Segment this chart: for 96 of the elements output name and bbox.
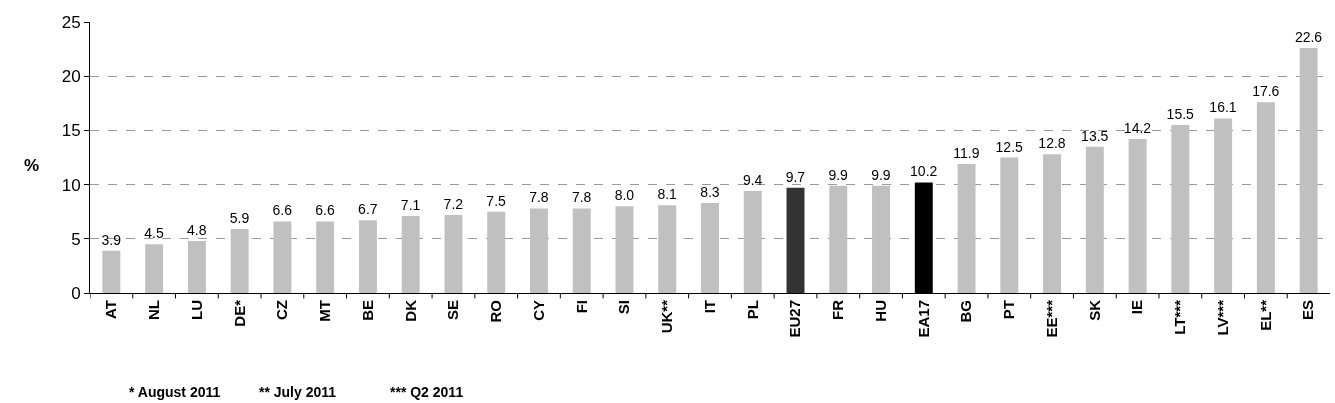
data-label: 13.5 [1081, 127, 1109, 144]
data-label: 6.7 [358, 201, 378, 218]
data-label: 17.6 [1252, 83, 1280, 100]
bar [658, 205, 677, 293]
data-label: 7.2 [443, 195, 464, 212]
bar [187, 240, 206, 293]
text: *** Q2 2011 [390, 384, 464, 400]
bar [786, 187, 805, 293]
data-label: 9.7 [785, 168, 806, 185]
x-tick-label: PL [743, 300, 761, 320]
x-tick-label: RO [487, 299, 505, 323]
bar [487, 211, 506, 293]
y-axis-title: % [24, 156, 40, 175]
data-label: 6.6 [315, 202, 336, 219]
data-label: 16.1 [1209, 99, 1237, 116]
data-label: 22.6 [1294, 29, 1323, 46]
data-label: 11.9 [953, 145, 980, 161]
bar [1299, 48, 1318, 293]
x-tick-label: IE [1128, 300, 1146, 315]
x-tick-label: FI [572, 300, 590, 314]
bar [316, 221, 335, 293]
x-tick-label: MT [316, 300, 334, 322]
x-tick-label: CZ [273, 300, 291, 320]
data-label: 9.9 [828, 166, 849, 183]
x-tick-label: EE*** [1042, 299, 1060, 338]
bar [102, 250, 121, 293]
text: * August 2011 [129, 384, 221, 400]
x-tick-label: AT [102, 300, 120, 319]
y-tick-label: 15 [61, 121, 81, 141]
data-label: 7.8 [571, 189, 592, 206]
data-label: 8.0 [614, 187, 635, 204]
x-tick-label: LT*** [1171, 299, 1189, 335]
bar [701, 203, 719, 293]
data-label: 9.9 [871, 166, 891, 183]
data-label: 14.2 [1123, 120, 1152, 137]
text: ** July 2011 [259, 384, 337, 400]
bar [872, 185, 891, 293]
y-tick-label: 10 [61, 175, 81, 195]
bar [572, 208, 591, 293]
x-tick-label: EL** [1256, 299, 1274, 331]
bar [401, 216, 420, 293]
bar [1085, 146, 1104, 293]
data-label: 4.8 [187, 221, 207, 238]
data-label: 3.9 [101, 231, 122, 248]
y-tick-label: 0 [71, 283, 81, 303]
data-label: 7.1 [400, 197, 421, 214]
bar [1000, 157, 1019, 293]
bar [1171, 124, 1190, 293]
bar [1256, 102, 1275, 293]
x-tick-label: ES [1299, 300, 1317, 321]
bar [1214, 118, 1233, 293]
data-label: 5.9 [229, 210, 250, 227]
bar [615, 206, 634, 293]
bar [358, 220, 377, 293]
bar [1128, 139, 1147, 293]
x-tick-label: SK [1085, 299, 1103, 321]
data-label: 12.8 [1038, 135, 1066, 152]
y-tick-label: 25 [61, 12, 81, 32]
x-tick-label: EA17 [914, 300, 932, 338]
bar [529, 208, 548, 293]
x-tick-label: IT [700, 300, 718, 314]
x-tick-label: BE [358, 300, 376, 321]
x-tick-label: PT [1000, 300, 1018, 320]
bar [444, 214, 463, 293]
x-tick-label: UK** [658, 299, 676, 334]
x-tick-label: NL [145, 300, 163, 320]
data-label: 9.4 [742, 172, 763, 189]
data-label: 7.5 [486, 192, 507, 209]
data-label: 15.5 [1166, 105, 1195, 122]
bar [829, 185, 848, 293]
x-tick-label: BG [957, 300, 975, 323]
data-label: 12.5 [995, 138, 1024, 155]
data-label: 4.5 [144, 225, 164, 242]
bar [1043, 154, 1062, 293]
data-label: 6.6 [272, 202, 293, 219]
data-label: 8.3 [700, 184, 720, 201]
x-tick-label: FR [829, 299, 847, 320]
bar [743, 191, 762, 293]
bar [230, 229, 249, 293]
data-label: 10.2 [910, 163, 938, 180]
x-tick-label: LV*** [1213, 299, 1231, 336]
x-tick-label: LU [187, 300, 205, 320]
bar [145, 244, 164, 293]
bar [273, 221, 292, 293]
x-tick-label: CY [529, 300, 547, 321]
x-tick-label: EU27 [786, 300, 804, 338]
x-tick-label: HU [871, 300, 889, 322]
y-tick-label: 20 [61, 67, 81, 87]
x-tick-label: DE* [230, 299, 248, 327]
data-label: 7.8 [529, 189, 549, 206]
x-tick-label: DK [401, 299, 419, 322]
bar [957, 164, 976, 293]
x-tick-label: SI [615, 300, 633, 315]
y-tick-label: 5 [71, 229, 81, 249]
data-label: 8.1 [657, 186, 678, 203]
x-tick-label: SE [444, 300, 462, 321]
